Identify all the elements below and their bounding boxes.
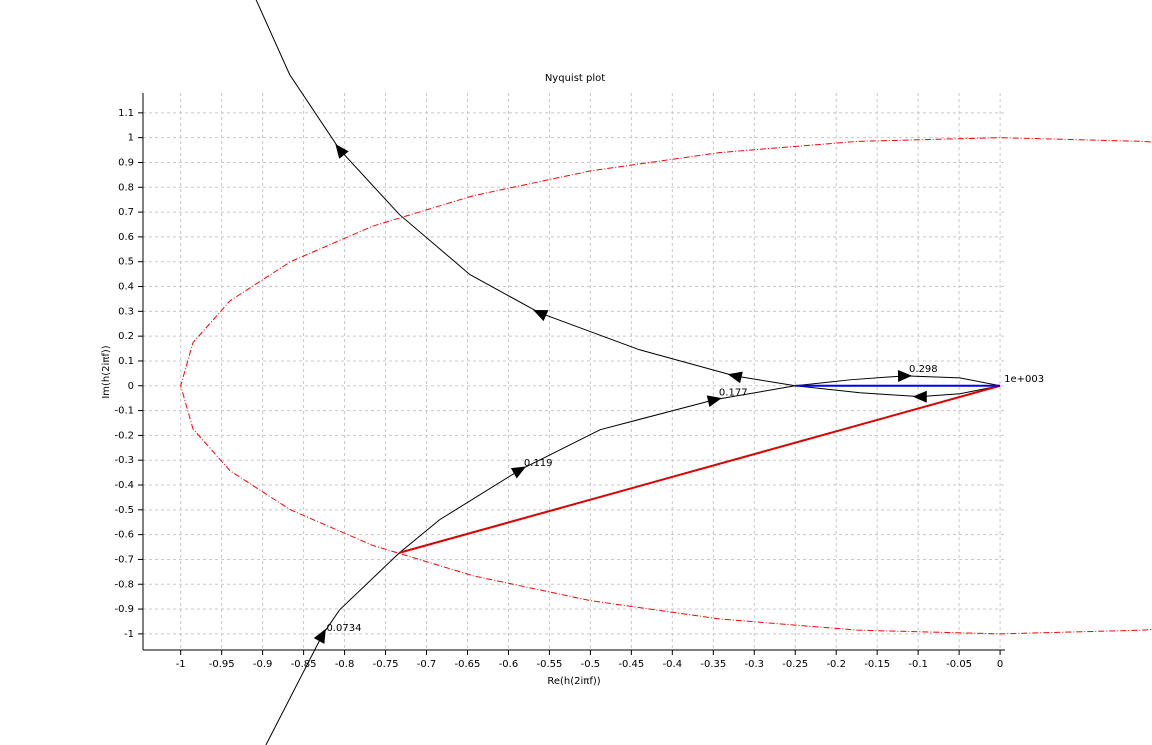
y-tick-label: 0 [128, 381, 134, 392]
y-tick-label: -0.2 [114, 430, 134, 441]
y-tick-label: -0.1 [114, 406, 134, 417]
y-tick-label: 0.3 [118, 306, 134, 317]
x-tick-label: -0.75 [373, 659, 399, 670]
direction-arrow [912, 390, 927, 403]
direction-arrow [313, 628, 326, 644]
x-tick-label: -0.45 [618, 659, 644, 670]
x-tick-label: -0.6 [499, 659, 519, 670]
x-tick-label: -0.05 [946, 659, 972, 670]
frequency-label: 0.119 [524, 458, 553, 469]
x-tick-label: -0.4 [663, 659, 683, 670]
x-tick-label: -0.25 [782, 659, 808, 670]
direction-arrow [897, 369, 913, 382]
x-tick-label: -0.95 [209, 659, 235, 670]
x-axis-label: Re(h(2iπf)) [547, 676, 600, 687]
y-tick-label: 0.1 [118, 356, 134, 367]
x-tick-label: -0.15 [864, 659, 890, 670]
direction-arrow [510, 466, 527, 479]
y-tick-label: 0.9 [118, 157, 134, 168]
x-tick-label: -0.35 [700, 659, 726, 670]
y-tick-label: -0.4 [114, 480, 134, 491]
x-tick-label: -0.3 [745, 659, 765, 670]
y-tick-label: -0.6 [114, 530, 134, 541]
y-tick-label: -1 [124, 629, 134, 640]
x-tick-label: -0.55 [536, 659, 562, 670]
direction-arrow [706, 395, 722, 408]
y-tick-label: -0.7 [114, 554, 134, 565]
series-line [399, 384, 1001, 554]
y-tick-label: 0.5 [118, 257, 134, 268]
x-tick-label: -1 [176, 659, 186, 670]
direction-arrow [533, 309, 549, 322]
y-tick-label: 0.8 [118, 182, 134, 193]
y-tick-label: 0.2 [118, 331, 134, 342]
frequency-label: 0.0734 [326, 623, 361, 634]
y-tick-label: 0.4 [118, 282, 134, 293]
x-tick-label: -0.9 [253, 659, 273, 670]
x-tick-label: -0.65 [455, 659, 481, 670]
x-tick-label: -0.7 [417, 659, 437, 670]
y-tick-label: 0.7 [118, 207, 134, 218]
y-tick-label: 1 [128, 133, 134, 144]
y-tick-label: -0.5 [114, 505, 134, 516]
x-tick-label: 0 [997, 659, 1003, 670]
y-axis-label: Im(h(2iπf)) [101, 345, 112, 398]
x-tick-label: -0.8 [335, 659, 355, 670]
series-line [180, 137, 1152, 635]
frequency-label: 1e+003 [1004, 374, 1044, 385]
y-tick-label: -0.9 [114, 604, 134, 615]
chart-title: Nyquist plot [545, 73, 605, 84]
frequency-label: 0.177 [719, 388, 748, 399]
x-tick-label: -0.1 [908, 659, 928, 670]
x-tick-label: -0.2 [826, 659, 846, 670]
direction-arrow [727, 371, 743, 384]
x-tick-label: -0.5 [581, 659, 601, 670]
x-tick-label: -0.85 [291, 659, 317, 670]
y-tick-label: -0.8 [114, 579, 134, 590]
y-tick-label: 1.1 [118, 108, 134, 119]
direction-arrow [335, 144, 349, 159]
frequency-label: 0.298 [909, 364, 938, 375]
series-line [255, 0, 1001, 745]
y-tick-label: -0.3 [114, 455, 134, 466]
y-tick-label: 0.6 [118, 232, 134, 243]
